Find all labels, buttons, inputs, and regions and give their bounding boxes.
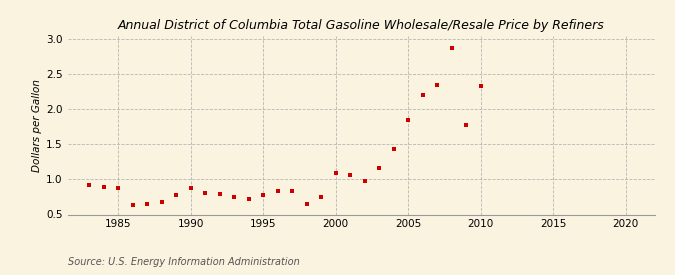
Point — [287, 189, 298, 194]
Point — [186, 186, 196, 190]
Title: Annual District of Columbia Total Gasoline Wholesale/Resale Price by Refiners: Annual District of Columbia Total Gasoli… — [117, 19, 605, 32]
Point — [432, 82, 443, 87]
Point — [301, 202, 312, 206]
Point — [84, 183, 95, 187]
Point — [388, 146, 399, 151]
Point — [330, 171, 341, 175]
Point — [113, 186, 124, 190]
Point — [446, 46, 457, 51]
Point — [272, 188, 283, 193]
Text: Source: U.S. Energy Information Administration: Source: U.S. Energy Information Administ… — [68, 257, 299, 267]
Point — [244, 197, 254, 201]
Point — [461, 123, 472, 128]
Y-axis label: Dollars per Gallon: Dollars per Gallon — [32, 79, 42, 172]
Point — [475, 83, 486, 88]
Point — [374, 166, 385, 170]
Point — [345, 172, 356, 177]
Point — [417, 92, 428, 97]
Point — [229, 195, 240, 199]
Point — [403, 118, 414, 122]
Point — [142, 202, 153, 206]
Point — [359, 179, 370, 183]
Point — [128, 203, 138, 208]
Point — [157, 200, 167, 204]
Point — [316, 195, 327, 199]
Point — [171, 193, 182, 197]
Point — [200, 191, 211, 196]
Point — [99, 185, 109, 189]
Point — [215, 192, 225, 196]
Point — [258, 193, 269, 197]
